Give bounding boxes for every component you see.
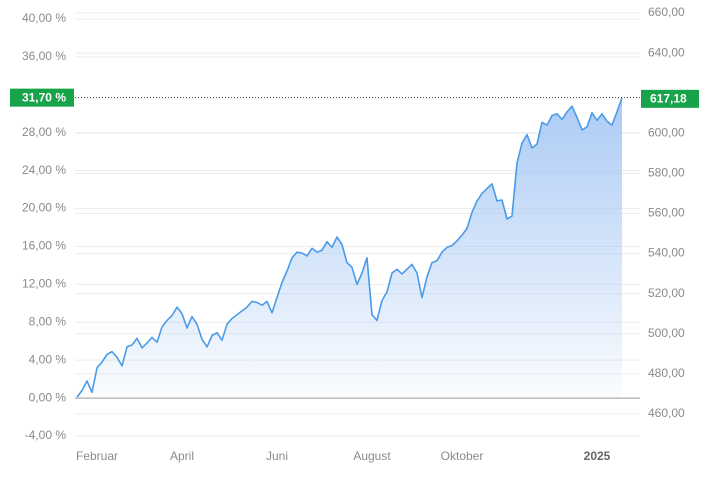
y-tick-label: 24,00 %	[22, 163, 66, 177]
y-tick-label: 0,00 %	[29, 390, 67, 404]
current-label-y2: 617,18	[650, 92, 687, 106]
current-badge	[10, 88, 74, 107]
y2-tick-label: 600,00	[648, 125, 685, 139]
y2-tick-label: 560,00	[648, 206, 685, 220]
y-tick-label: 40,00 %	[22, 11, 66, 25]
y-tick-label: 8,00 %	[29, 314, 67, 328]
y2-tick-label: 660,00	[648, 5, 685, 19]
y2-tick-label: 640,00	[648, 45, 685, 59]
y-tick-label: 36,00 %	[22, 49, 66, 63]
y2-tick-label: 580,00	[648, 166, 685, 180]
y-tick-label: 20,00 %	[22, 201, 66, 215]
line	[76, 97, 623, 398]
y2-tick-label: 540,00	[648, 246, 685, 260]
x-tick-label: Oktober	[441, 449, 484, 463]
y-tick-label: 4,00 %	[29, 352, 67, 366]
x-tick-label: Februar	[76, 449, 118, 463]
y2-tick-label: 520,00	[648, 286, 685, 300]
x-tick-label: Juni	[266, 449, 288, 463]
y-tick-label: 12,00 %	[22, 277, 66, 291]
x-tick-label: 2025	[584, 449, 611, 463]
y2-tick-label: 480,00	[648, 366, 685, 380]
y-tick-label: 28,00 %	[22, 125, 66, 139]
y-tick-label: -4,00 %	[25, 428, 67, 442]
area	[77, 97, 622, 399]
current-badge-y2	[641, 89, 699, 108]
y2-tick-label: 500,00	[648, 326, 685, 340]
x-tick-label: April	[170, 449, 194, 463]
x-tick-label: August	[353, 449, 391, 463]
y-tick-label: 16,00 %	[22, 239, 66, 253]
y2-tick-label: 460,00	[648, 406, 685, 420]
current-label: 31,70 %	[22, 90, 66, 104]
